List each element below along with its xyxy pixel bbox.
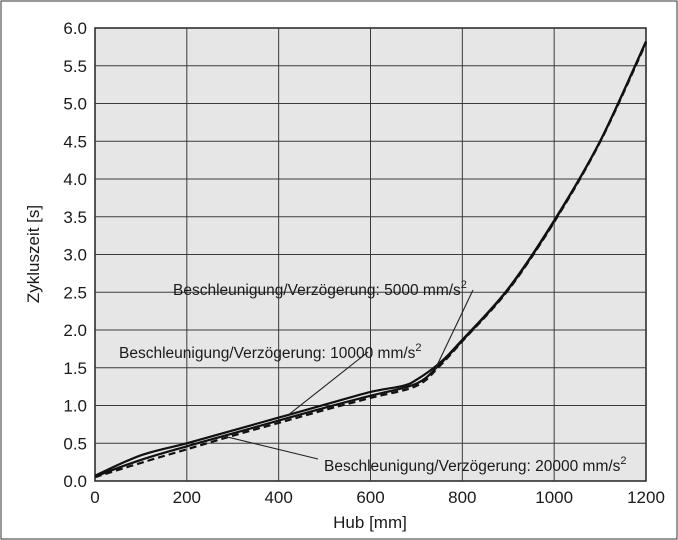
- annotation-5000-text: Beschleunigung/Verzögerung: 5000 mm/s: [173, 282, 461, 299]
- x-tick-label: 400: [264, 488, 292, 507]
- y-tick-label: 1.0: [63, 397, 87, 416]
- y-tick-label: 3.5: [63, 208, 87, 227]
- annotation-5000: Beschleunigung/Verzögerung: 5000 mm/s2: [173, 279, 467, 299]
- x-tick-label: 600: [356, 488, 384, 507]
- x-axis-label: Hub [mm]: [333, 513, 407, 532]
- annotation-10000: Beschleunigung/Verzögerung: 10000 mm/s2: [119, 342, 422, 362]
- leader-20000: [228, 436, 319, 460]
- y-tick-label: 3.0: [63, 246, 87, 265]
- x-tick-label: 200: [173, 488, 201, 507]
- y-tick-label: 6.0: [63, 19, 87, 38]
- series-20000: [94, 42, 647, 479]
- y-tick-label: 2.0: [63, 321, 87, 340]
- x-tick-label: 0: [90, 488, 99, 507]
- y-tick-label: 4.0: [63, 170, 87, 189]
- annotation-10000-sup: 2: [415, 342, 421, 354]
- y-tick-label: 5.0: [63, 95, 87, 114]
- x-tick-label: 1000: [535, 488, 573, 507]
- x-tick-labels: 0 200 400 600 800 1000 1200: [90, 488, 665, 507]
- y-tick-label: 1.5: [63, 359, 87, 378]
- annotation-10000-text: Beschleunigung/Verzögerung: 10000 mm/s: [119, 345, 416, 362]
- y-tick-label: 5.5: [63, 57, 87, 76]
- y-tick-label: 2.5: [63, 283, 87, 302]
- y-axis-label: Zykluszeit [s]: [24, 205, 43, 303]
- leader-5000: [434, 289, 474, 371]
- x-tick-label: 1200: [627, 488, 665, 507]
- y-tick-label: 0.0: [63, 472, 87, 491]
- annotation-20000: Beschleunigung/Verzögerung: 20000 mm/s2: [324, 455, 627, 475]
- leader-lines: [228, 289, 474, 460]
- annotation-5000-sup: 2: [461, 279, 467, 291]
- y-tick-labels: 0.0 0.5 1.0 1.5 2.0 2.5 3.0 3.5 4.0 4.5 5.0 5.5 6.0: [63, 19, 87, 491]
- leader-10000: [287, 351, 369, 416]
- series-layer: [94, 41, 647, 479]
- x-tick-label: 800: [448, 488, 476, 507]
- annotation-20000-text: Beschleunigung/Verzögerung: 20000 mm/s: [324, 458, 621, 475]
- series-10000: [94, 41, 647, 478]
- y-tick-label: 4.5: [63, 132, 87, 151]
- y-tick-label: 0.5: [63, 434, 87, 453]
- annotation-20000-sup: 2: [620, 455, 626, 467]
